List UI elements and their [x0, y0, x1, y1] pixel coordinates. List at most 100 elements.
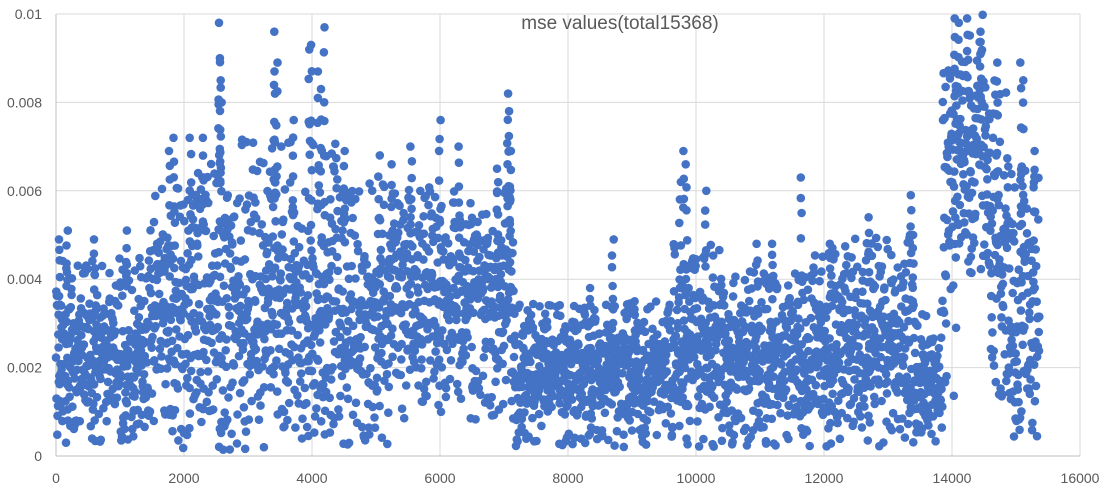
- data-point: [156, 364, 166, 374]
- data-point: [767, 414, 777, 424]
- data-point: [577, 389, 587, 399]
- data-point-spike: [216, 178, 225, 188]
- data-point: [441, 383, 451, 393]
- data-point-spike: [864, 228, 874, 238]
- data-point-spike: [1029, 183, 1038, 192]
- data-point: [397, 355, 406, 364]
- data-point-spike: [796, 173, 806, 182]
- data-point: [553, 364, 562, 374]
- data-point: [437, 363, 447, 372]
- data-point-spike: [752, 304, 762, 314]
- data-point: [537, 421, 546, 431]
- data-point: [54, 291, 64, 301]
- data-point: [435, 332, 445, 342]
- data-point: [567, 395, 577, 404]
- data-point: [287, 326, 297, 335]
- data-point-spike: [608, 294, 618, 304]
- data-point: [124, 326, 133, 335]
- data-point: [972, 134, 982, 144]
- data-point: [135, 261, 145, 271]
- data-point: [981, 83, 990, 92]
- data-point-spike: [963, 55, 973, 65]
- data-point: [348, 321, 358, 331]
- data-point-spike: [906, 190, 916, 200]
- data-point: [780, 376, 789, 386]
- data-point: [307, 246, 316, 255]
- data-point-spike: [954, 35, 963, 44]
- data-point: [454, 271, 464, 281]
- data-point: [209, 231, 218, 241]
- data-point: [708, 251, 718, 260]
- data-point: [893, 388, 902, 397]
- data-point-spike: [682, 236, 692, 245]
- data-point: [482, 209, 491, 219]
- data-point: [331, 224, 340, 234]
- data-point: [325, 393, 335, 403]
- data-point: [716, 274, 726, 284]
- data-point: [259, 158, 268, 168]
- data-point: [1025, 308, 1034, 318]
- data-point: [199, 347, 208, 357]
- data-point-spike: [185, 237, 195, 246]
- data-point: [1015, 425, 1024, 435]
- data-point: [183, 373, 192, 383]
- data-point: [89, 380, 99, 389]
- data-point: [783, 281, 793, 290]
- data-point: [406, 220, 415, 229]
- data-point-spike: [374, 213, 384, 223]
- data-point-spike: [608, 281, 617, 291]
- data-point-spike: [122, 281, 131, 291]
- data-point: [342, 383, 352, 392]
- data-point: [989, 361, 999, 370]
- data-point: [351, 398, 361, 408]
- data-point-spike: [700, 206, 710, 215]
- data-point: [272, 387, 282, 396]
- data-point: [146, 288, 156, 298]
- data-point: [140, 422, 149, 432]
- data-point: [1003, 369, 1013, 379]
- data-point: [331, 139, 340, 149]
- data-point: [1015, 413, 1025, 423]
- data-point: [697, 346, 706, 355]
- data-point: [268, 232, 278, 241]
- data-point-spike: [288, 210, 298, 220]
- data-point: [353, 239, 362, 249]
- data-point: [673, 323, 683, 333]
- data-point: [941, 271, 951, 281]
- data-point: [429, 374, 438, 383]
- data-point-spike: [768, 320, 778, 329]
- data-point: [305, 150, 315, 159]
- data-point: [850, 375, 859, 384]
- data-point: [487, 392, 497, 402]
- data-point: [518, 375, 527, 384]
- data-point-spike: [493, 210, 503, 219]
- data-point: [115, 254, 124, 263]
- data-point: [257, 220, 267, 229]
- data-point: [1032, 297, 1041, 307]
- data-point: [343, 327, 352, 336]
- data-point: [279, 407, 289, 417]
- data-point: [96, 435, 106, 445]
- data-point: [716, 372, 726, 382]
- data-point: [302, 422, 312, 432]
- data-point: [157, 352, 166, 361]
- data-point: [382, 369, 392, 379]
- data-point-spike: [607, 251, 617, 260]
- data-point: [865, 418, 875, 427]
- data-point: [876, 352, 885, 362]
- data-point-spike: [962, 46, 972, 56]
- data-point: [817, 267, 826, 276]
- data-point: [185, 383, 194, 393]
- data-point: [170, 405, 180, 415]
- data-point: [328, 363, 338, 372]
- data-point-spike: [198, 151, 208, 160]
- data-point-spike: [1016, 209, 1026, 218]
- data-point: [639, 317, 649, 327]
- data-point-spike: [317, 238, 326, 248]
- data-point: [675, 421, 684, 431]
- data-point-spike: [217, 226, 226, 236]
- data-point: [145, 407, 155, 416]
- data-point-spike: [676, 241, 686, 250]
- data-point: [449, 257, 458, 267]
- data-point: [1010, 183, 1019, 192]
